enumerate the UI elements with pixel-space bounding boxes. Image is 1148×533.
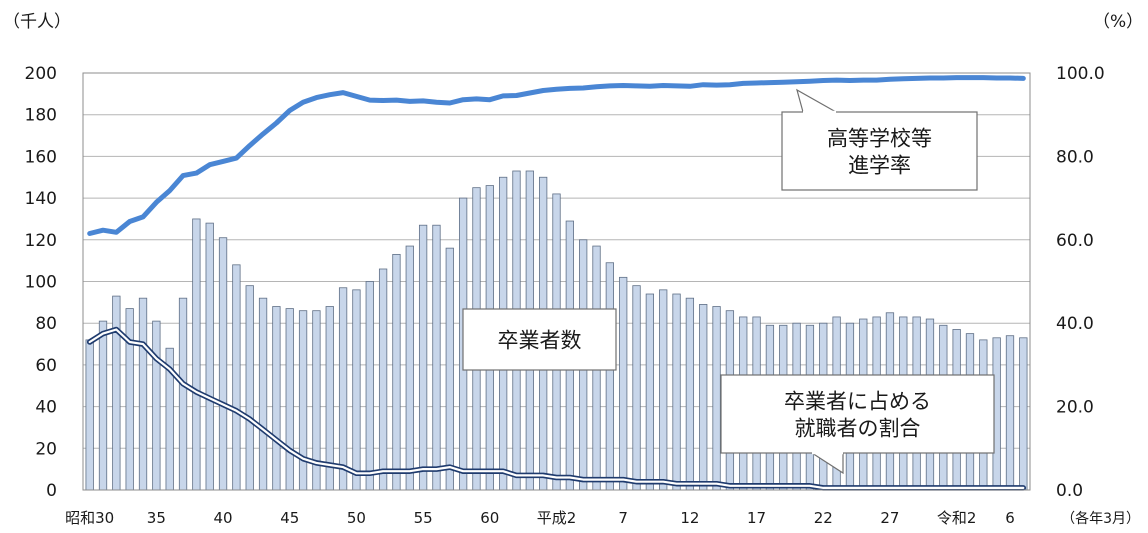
bar-graduates — [445, 247, 454, 491]
x-tick-label: 17 — [747, 509, 766, 527]
line-series — [86, 75, 1027, 491]
x-tick-label: 7 — [618, 509, 628, 527]
bar-graduates — [192, 218, 201, 491]
bar-graduates — [245, 285, 254, 491]
right-tick-label: 80.0 — [1056, 147, 1094, 167]
x-tick-label: 35 — [147, 509, 166, 527]
callout-enrollment-rate-label: 進学率 — [848, 154, 911, 178]
axes: 0 20 40 60 80 100 120 140 160 180 200 0.0 20.0 40.0 60… — [3, 12, 1143, 527]
x-tick-label: 60 — [480, 509, 499, 527]
bar-graduates — [218, 237, 228, 491]
x-tick-label: 平成2 — [537, 509, 577, 527]
x-tick-label: 50 — [347, 509, 366, 527]
callout-graduates: 卒業者数 — [462, 308, 617, 371]
bar-graduates — [685, 297, 695, 491]
bar-graduates — [138, 297, 148, 491]
callout-enrollment-rate-label: 高等学校等 — [827, 127, 932, 151]
bar-graduates — [98, 320, 108, 491]
left-tick-label: 140 — [25, 189, 57, 209]
callout-employment-ratio-label: 就職者の割合 — [795, 417, 921, 441]
bar-graduates — [645, 293, 655, 491]
bar-graduates — [659, 289, 668, 491]
bar-graduates — [605, 262, 614, 491]
x-tick-label: 令和2 — [937, 509, 977, 527]
bar-graduates — [352, 289, 361, 491]
bar-graduates — [152, 320, 161, 491]
x-tick-label: 45 — [280, 509, 299, 527]
bar-graduates — [712, 306, 721, 491]
x-tick-label: 55 — [414, 509, 433, 527]
line-enrollment-rate — [87, 75, 1026, 236]
x-tick-label: 6 — [1005, 509, 1015, 527]
right-tick-label: 100.0 — [1056, 64, 1105, 84]
bar-graduates — [112, 295, 121, 491]
bar-graduates — [205, 222, 214, 491]
plot-area — [82, 72, 1031, 491]
bar-graduates — [178, 297, 188, 491]
bar-graduates — [285, 308, 294, 491]
callout-enrollment-rate-pointer — [796, 88, 839, 113]
bar-graduates — [85, 339, 94, 491]
bar-graduates — [338, 287, 348, 491]
left-tick-label: 0 — [46, 481, 57, 501]
callout-graduates-label: 卒業者数 — [498, 329, 582, 353]
left-axis-unit: （千人） — [3, 12, 71, 32]
left-tick-label: 80 — [35, 314, 57, 334]
bar-graduates — [232, 264, 241, 491]
line-employment-ratio-core — [88, 328, 1025, 489]
left-tick-label: 40 — [35, 398, 57, 418]
bar-graduates — [378, 268, 388, 491]
callout-employment-ratio-pointer — [809, 452, 844, 475]
left-tick-label: 20 — [35, 439, 57, 459]
callout-graduates-box — [462, 308, 617, 371]
right-tick-label: 0.0 — [1056, 481, 1083, 501]
left-tick-label: 160 — [25, 147, 57, 167]
x-tick-label: 27 — [880, 509, 899, 527]
bar-graduates — [298, 310, 308, 491]
bar-graduates — [272, 306, 281, 491]
bar-graduates — [1005, 335, 1015, 491]
right-tick-label: 60.0 — [1056, 231, 1094, 251]
bar-graduates — [699, 304, 708, 491]
bar-graduates — [619, 276, 628, 491]
x-tick-label: 12 — [680, 509, 699, 527]
bar-graduates — [392, 253, 401, 491]
bar-graduates — [1019, 337, 1028, 491]
callout-employment-ratio-label: 卒業者に占める — [784, 390, 931, 414]
left-tick-label: 200 — [25, 64, 57, 84]
right-tick-label: 20.0 — [1056, 398, 1094, 418]
bar-graduates — [418, 224, 428, 491]
bar-graduates — [405, 245, 414, 491]
left-tick-label: 120 — [25, 231, 57, 251]
bar-graduates — [432, 224, 441, 491]
callout-enrollment-rate-box — [781, 111, 978, 191]
x-tick-label: 22 — [814, 509, 833, 527]
x-tick-label: 昭和30 — [65, 509, 114, 527]
bar-graduates — [672, 293, 681, 491]
left-tick-label: 180 — [25, 106, 57, 126]
x-axis-note: （各年3月） — [1061, 511, 1140, 527]
left-tick-label: 100 — [25, 273, 57, 293]
right-tick-label: 40.0 — [1056, 314, 1094, 334]
x-tick-label: 40 — [214, 509, 233, 527]
right-axis-unit: （%） — [1093, 12, 1143, 32]
bar-graduates — [632, 285, 641, 491]
callout-employment-ratio-box — [720, 374, 995, 454]
left-tick-label: 60 — [35, 356, 57, 376]
bar-graduates — [365, 281, 374, 491]
bar-graduates — [258, 297, 268, 491]
